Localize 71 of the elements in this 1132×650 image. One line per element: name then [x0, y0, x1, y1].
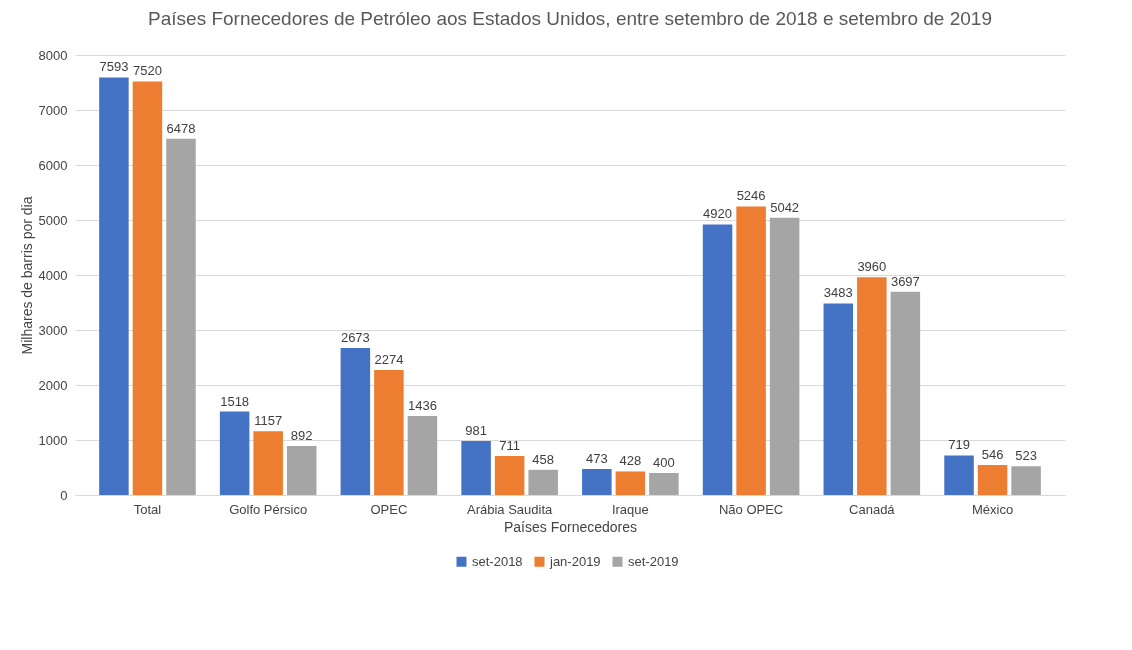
data-label: 7593	[99, 59, 129, 75]
y-tick-label: 3000	[38, 322, 68, 338]
data-label: 2274	[374, 351, 404, 367]
data-label: 1518	[220, 393, 250, 409]
y-tick-label: 5000	[38, 212, 68, 228]
x-tick-label: Iraque	[611, 501, 649, 517]
bar	[219, 411, 250, 495]
y-tick-label: 2000	[38, 377, 68, 393]
bar	[253, 431, 283, 495]
data-label: 3483	[823, 285, 853, 301]
data-label: 711	[499, 437, 520, 453]
data-label: 6478	[166, 120, 196, 136]
y-tick-label: 7000	[38, 102, 68, 118]
y-tick-label: 4000	[38, 267, 68, 283]
data-label: 1436	[407, 398, 437, 414]
data-label: 546	[981, 446, 1004, 462]
data-label: 1157	[254, 413, 283, 429]
bar	[890, 291, 921, 495]
data-label: 2673	[340, 329, 370, 345]
data-label: 7520	[132, 63, 162, 79]
y-tick-label: 1000	[38, 432, 68, 448]
x-tick-label: Arábia Saudita	[466, 501, 554, 517]
data-label: 473	[585, 450, 608, 466]
y-tick-label: 0	[60, 487, 68, 503]
data-label: 981	[465, 423, 487, 439]
bar	[649, 473, 679, 495]
bar	[407, 416, 438, 495]
bar	[340, 347, 371, 495]
legend-label: set-2019	[628, 553, 679, 569]
legend-label: set-2018	[472, 553, 523, 569]
bar	[528, 469, 558, 495]
data-label: 458	[532, 451, 555, 467]
data-label: 3697	[890, 273, 920, 289]
bar	[374, 369, 404, 495]
bar	[494, 455, 525, 495]
bar	[166, 138, 196, 495]
bar	[823, 303, 854, 495]
y-tick-label: 8000	[38, 47, 68, 63]
bar	[944, 455, 974, 495]
bar	[132, 81, 163, 495]
bar	[736, 206, 766, 495]
x-tick-label: Golfo Pérsico	[229, 501, 308, 517]
x-tick-label: Total	[133, 501, 162, 517]
data-label: 3960	[857, 259, 887, 275]
bar	[461, 441, 491, 495]
x-tick-label: Canadá	[849, 501, 896, 517]
data-label: 4920	[703, 206, 733, 222]
x-tick-label: OPEC	[370, 501, 408, 517]
data-label: 5246	[736, 188, 766, 204]
legend-label: jan-2019	[549, 553, 601, 569]
data-label: 400	[653, 455, 675, 470]
chart-title: Países Fornecedores de Petróleo aos Estados Unidos, entre setembro de 2018 e setembro de 2019	[148, 8, 992, 29]
bar	[1011, 466, 1041, 495]
bar	[857, 277, 887, 495]
data-label: 5042	[770, 199, 800, 215]
y-axis-title: Milhares de barris por dia	[18, 196, 35, 355]
data-label: 523	[1015, 448, 1037, 464]
bar	[615, 471, 646, 495]
bar	[977, 464, 1008, 495]
bar	[582, 468, 612, 495]
y-tick-label: 6000	[38, 157, 68, 173]
data-label: 719	[948, 437, 970, 453]
x-tick-label: Não OPEC	[718, 501, 784, 517]
bar	[99, 77, 129, 495]
bar	[769, 217, 800, 495]
data-label: 892	[290, 427, 313, 443]
bar	[702, 224, 733, 495]
data-label: 428	[619, 453, 642, 469]
x-axis-title: Países Fornecedores	[503, 518, 638, 535]
bar	[286, 445, 317, 495]
x-tick-label: México	[971, 501, 1014, 517]
